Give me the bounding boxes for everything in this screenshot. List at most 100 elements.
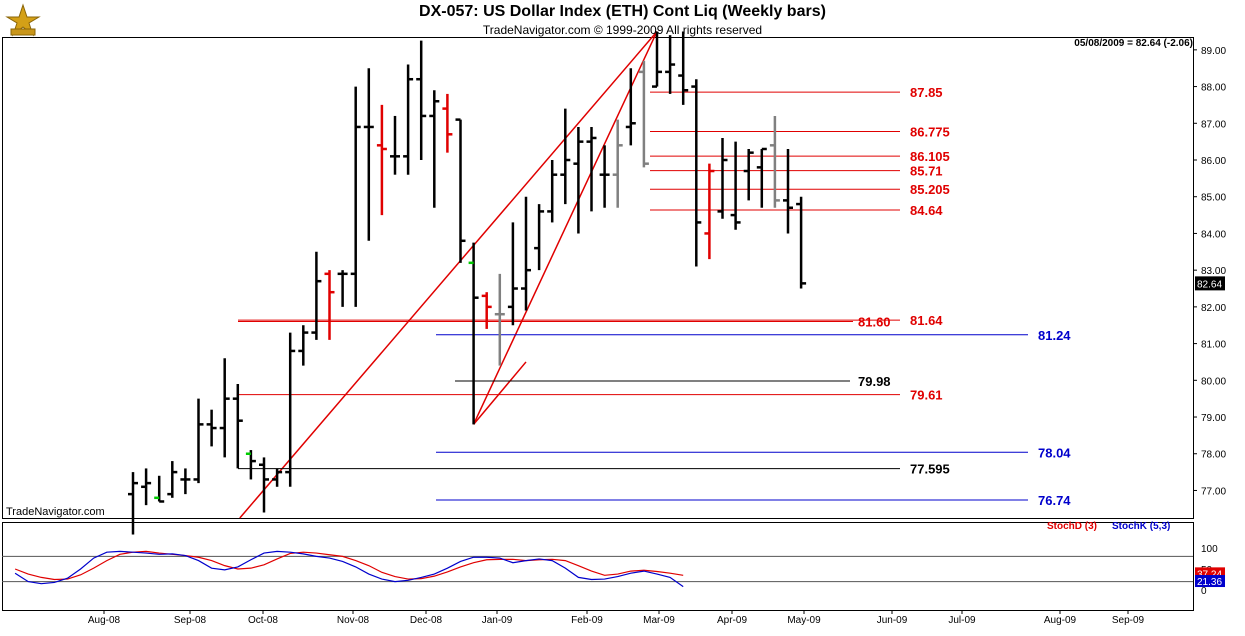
x-tick-label: Sep-09: [1112, 615, 1145, 626]
chart-title: DX-057: US Dollar Index (ETH) Cont Liq (…: [419, 3, 826, 20]
price-bar: [796, 196, 807, 289]
stoch-k-value-box: [1195, 575, 1225, 588]
price-bar: [390, 115, 400, 175]
price-bar: [154, 475, 165, 503]
tradenavigator-logo-icon: [5, 3, 41, 37]
y-tick-label: 82.00: [1201, 303, 1226, 314]
stoch-d-legend: StochD (3): [1047, 521, 1097, 532]
x-tick-label: Oct-08: [248, 615, 278, 626]
level-label: 86.775: [910, 125, 950, 140]
level-label: 78.04: [1038, 445, 1071, 460]
price-bar: [625, 68, 636, 146]
y-tick-label: 89.00: [1201, 46, 1226, 57]
watermark: TradeNavigator.com: [6, 506, 105, 518]
y-tick-label: 85.00: [1201, 193, 1226, 204]
y-tick-label: 86.00: [1201, 156, 1226, 167]
level-label: 81.64: [910, 313, 943, 328]
price-bar: [730, 141, 741, 230]
price-bar: [481, 292, 492, 329]
price-bar: [141, 468, 152, 506]
x-tick-label: Jun-09: [877, 615, 908, 626]
price-bar: [337, 270, 348, 307]
price-pane-frame: [2, 37, 1194, 519]
trendline-up: [239, 31, 658, 519]
stoch-y-label: 0: [1201, 586, 1207, 597]
price-bar: [363, 68, 374, 241]
price-bar: [403, 64, 414, 175]
level-label: 86.105: [910, 149, 950, 164]
x-tick-label: Nov-08: [337, 615, 370, 626]
y-tick-label: 78.00: [1201, 450, 1226, 461]
stoch-d-line: [14, 550, 684, 581]
price-bar: [272, 468, 283, 487]
price-bar: [507, 222, 518, 326]
trendline-up-2: [472, 31, 658, 425]
level-label: 81.24: [1038, 328, 1071, 343]
price-bar: [180, 468, 191, 495]
price-bar: [638, 60, 649, 168]
chart-subtitle: TradeNavigator.com © 1999-2009 All right…: [482, 23, 763, 37]
stoch-y-label: 100: [1201, 544, 1218, 555]
price-bar: [350, 86, 361, 307]
price-bar: [232, 383, 243, 469]
x-tick-label: Aug-09: [1044, 615, 1077, 626]
level-label: 81.60: [858, 315, 891, 330]
price-bar: [586, 126, 597, 212]
price-bar: [547, 160, 558, 223]
price-bar: [691, 79, 702, 267]
price-bar: [756, 147, 767, 208]
x-tick-label: Dec-08: [410, 615, 443, 626]
price-bar: [612, 119, 623, 208]
price-bar: [311, 251, 322, 340]
y-tick-label: 81.00: [1201, 340, 1226, 351]
price-bar: [298, 325, 309, 366]
level-label: 87.85: [910, 85, 943, 100]
price-bar: [534, 204, 545, 271]
level-label: 84.64: [910, 203, 943, 218]
x-tick-label: Jul-09: [948, 615, 976, 626]
x-tick-label: Jan-09: [482, 615, 513, 626]
stoch-d-value: 37.24: [1197, 569, 1222, 580]
price-bar: [743, 148, 754, 201]
level-label: 85.71: [910, 164, 943, 179]
x-tick-label: Feb-09: [571, 615, 603, 626]
price-bar: [573, 126, 584, 234]
price-bar: [219, 358, 230, 458]
stoch-k-legend: StochK (5,3): [1112, 521, 1171, 532]
price-bar: [259, 457, 269, 513]
stoch-k-line: [14, 550, 684, 588]
price-bar: [128, 472, 138, 535]
price-bar: [560, 108, 571, 205]
price-readout: 05/08/2009 = 82.64 (-2.06): [1074, 38, 1193, 49]
price-bar: [717, 137, 728, 219]
price-bar: [442, 93, 453, 153]
x-tick-label: Mar-09: [643, 615, 675, 626]
y-tick-label: 80.00: [1201, 376, 1226, 387]
level-label: 79.98: [858, 374, 891, 389]
y-tick-label: 87.00: [1201, 119, 1226, 130]
price-bar: [285, 332, 296, 487]
stoch-k-value: 21.36: [1197, 577, 1222, 588]
level-label: 85.205: [910, 182, 950, 197]
price-bar: [193, 398, 204, 484]
y-tick-label: 83.00: [1201, 266, 1226, 277]
price-bar: [494, 273, 505, 366]
y-tick-label: 77.00: [1201, 486, 1226, 497]
price-bar: [783, 148, 793, 234]
trendline-up-4: [473, 361, 527, 425]
price-bar: [376, 104, 387, 216]
x-tick-label: Aug-08: [88, 615, 121, 626]
x-tick-label: Sep-08: [174, 615, 207, 626]
price-bar: [769, 115, 780, 208]
price-bar: [324, 270, 335, 340]
price-bar: [678, 31, 689, 105]
y-tick-label: 84.00: [1201, 229, 1226, 240]
y-tick-label: 88.00: [1201, 83, 1226, 94]
x-tick-label: May-09: [787, 615, 821, 626]
price-bar: [416, 40, 427, 161]
price-bar: [245, 450, 256, 480]
price-bar: [665, 35, 676, 94]
price-bar: [521, 196, 531, 311]
